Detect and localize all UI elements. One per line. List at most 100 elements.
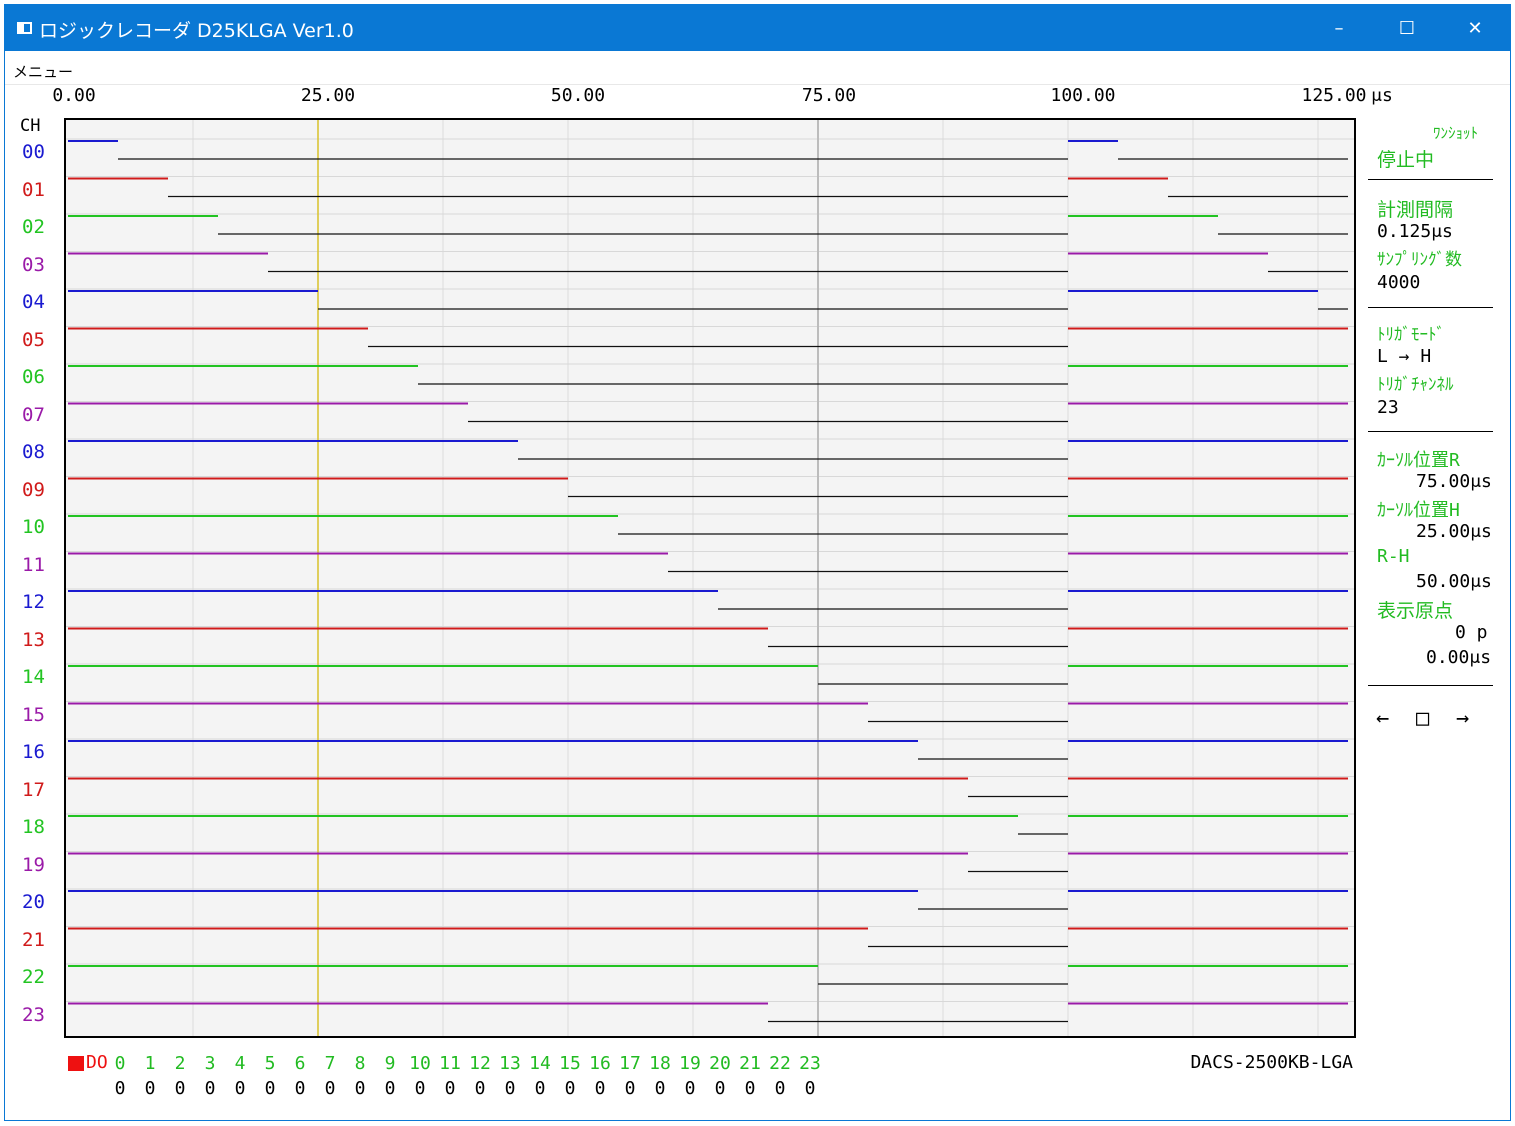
do-bit-value: 0 [204,1078,216,1099]
app-icon [17,22,32,34]
channel-label-13: 13 [22,628,45,651]
do-bit-value: 0 [144,1078,156,1099]
do-bit-label[interactable]: 9 [384,1053,396,1074]
divider [1368,307,1493,308]
channel-label-15: 15 [22,703,45,726]
do-bit-label[interactable]: 15 [559,1053,581,1074]
channel-label-19: 19 [22,853,45,876]
nav-stop-button[interactable]: □ [1416,706,1430,731]
channel-label-06: 06 [22,366,45,388]
rh-value-row: 50.00μs [1416,571,1492,592]
do-bit-label[interactable]: 2 [174,1053,186,1074]
divider [1368,685,1493,686]
ruler-unit: μs [1371,85,1393,106]
menu-separator [5,84,1510,85]
cursor-r-unit: μs [1470,471,1492,492]
do-bit-label[interactable]: 21 [739,1053,761,1074]
do-bit-label[interactable]: 10 [409,1053,431,1074]
do-bit-value: 0 [654,1078,666,1099]
ruler-label-125: 125.00 [1301,85,1367,106]
do-bit-label[interactable]: 20 [709,1053,731,1074]
channel-label-10: 10 [22,516,45,538]
do-bit-value: 0 [354,1078,366,1099]
menu-bar: メニュー [5,51,1510,85]
nav-right-button[interactable]: → [1456,706,1470,731]
sampling-label: ｻﾝﾌﾟﾘﾝｸﾞ数 [1377,250,1462,270]
channel-label-22: 22 [22,966,45,988]
do-bit-value: 0 [264,1078,276,1099]
do-bit-value: 0 [114,1078,126,1099]
channel-label-23: 23 [22,1003,45,1026]
waveform-plot[interactable] [64,118,1356,1038]
channel-label-14: 14 [22,666,45,688]
channel-label-21: 21 [22,928,45,951]
channel-label-20: 20 [22,891,45,913]
ruler-label-75: 75.00 [801,85,857,106]
do-bit-value: 0 [504,1078,516,1099]
origin-p: 0 p [1455,622,1488,643]
trigger-mode-label: ﾄﾘｶﾞﾓｰﾄﾞ [1377,325,1445,345]
do-bit-value: 0 [594,1078,606,1099]
do-bit-label[interactable]: 19 [679,1053,701,1074]
do-bit-label[interactable]: 1 [144,1053,156,1074]
do-bit-label[interactable]: 7 [324,1053,336,1074]
close-button[interactable]: ✕ [1467,17,1483,39]
waveform-svg[interactable] [66,120,1354,1036]
do-bit-label[interactable]: 14 [529,1053,551,1074]
do-bit-value: 0 [624,1078,636,1099]
ruler-label-100: 100.00 [1050,85,1116,106]
do-bit-value: 0 [324,1078,336,1099]
channel-label-16: 16 [22,741,45,763]
origin-unit: μs [1469,647,1492,668]
do-bit-label[interactable]: 5 [264,1053,276,1074]
do-bit-value: 0 [474,1078,486,1099]
title-bar[interactable]: ロジックレコーダ D25KLGA Ver1.0 – ☐ ✕ [5,5,1510,51]
divider [1368,431,1493,432]
ruler-label-25: 25.00 [300,85,356,106]
do-bit-value: 0 [234,1078,246,1099]
channel-label-04: 04 [22,291,45,313]
rh-label: R-H [1377,546,1410,567]
interval-label: 計測間隔 [1377,199,1454,221]
do-bit-label[interactable]: 17 [619,1053,641,1074]
do-bit-label[interactable]: 0 [114,1053,126,1074]
channel-label-07: 07 [22,403,45,426]
nav-left-button[interactable]: ← [1376,706,1390,731]
do-bit-label[interactable]: 18 [649,1053,671,1074]
do-bit-label[interactable]: 16 [589,1053,611,1074]
cursor-r-value-row: 75.00μs [1416,471,1492,492]
ruler-label-0: 0.00 [52,85,96,106]
divider [1368,179,1493,180]
do-bit-value: 0 [294,1078,306,1099]
maximize-button[interactable]: ☐ [1398,17,1416,39]
channel-label-02: 02 [22,216,45,238]
cursor-r-label: ｶｰｿﾙ位置R [1377,450,1460,471]
do-bit-label[interactable]: 13 [499,1053,521,1074]
trigger-channel-label: ﾄﾘｶﾞﾁｬﾝﾈﾙ [1377,375,1454,395]
channel-label-12: 12 [22,591,45,613]
do-bit-value: 0 [714,1078,726,1099]
do-bit-label[interactable]: 3 [204,1053,216,1074]
do-bit-label[interactable]: 23 [799,1053,821,1074]
do-label: DO [86,1052,108,1073]
do-bit-value: 0 [534,1078,546,1099]
menu-item-menu[interactable]: メニュー [13,63,74,81]
cursor-h-label: ｶｰｿﾙ位置H [1377,500,1460,521]
do-bit-label[interactable]: 11 [439,1053,461,1074]
do-bit-label[interactable]: 12 [469,1053,491,1074]
do-bit-label[interactable]: 22 [769,1053,791,1074]
do-bit-value: 0 [804,1078,816,1099]
channel-label-18: 18 [22,816,45,838]
do-bit-value: 0 [774,1078,786,1099]
rh-unit: μs [1470,571,1492,592]
do-bit-label[interactable]: 6 [294,1053,306,1074]
do-bit-label[interactable]: 4 [234,1053,246,1074]
do-bit-value: 0 [174,1078,186,1099]
do-bit-label[interactable]: 8 [354,1053,366,1074]
rh-value: 50.00 [1416,571,1471,592]
cursor-h-unit: μs [1470,521,1492,542]
minimize-button[interactable]: – [1334,17,1344,39]
do-indicator[interactable] [68,1056,84,1071]
do-bit-value: 0 [564,1078,576,1099]
do-bit-value: 0 [684,1078,696,1099]
